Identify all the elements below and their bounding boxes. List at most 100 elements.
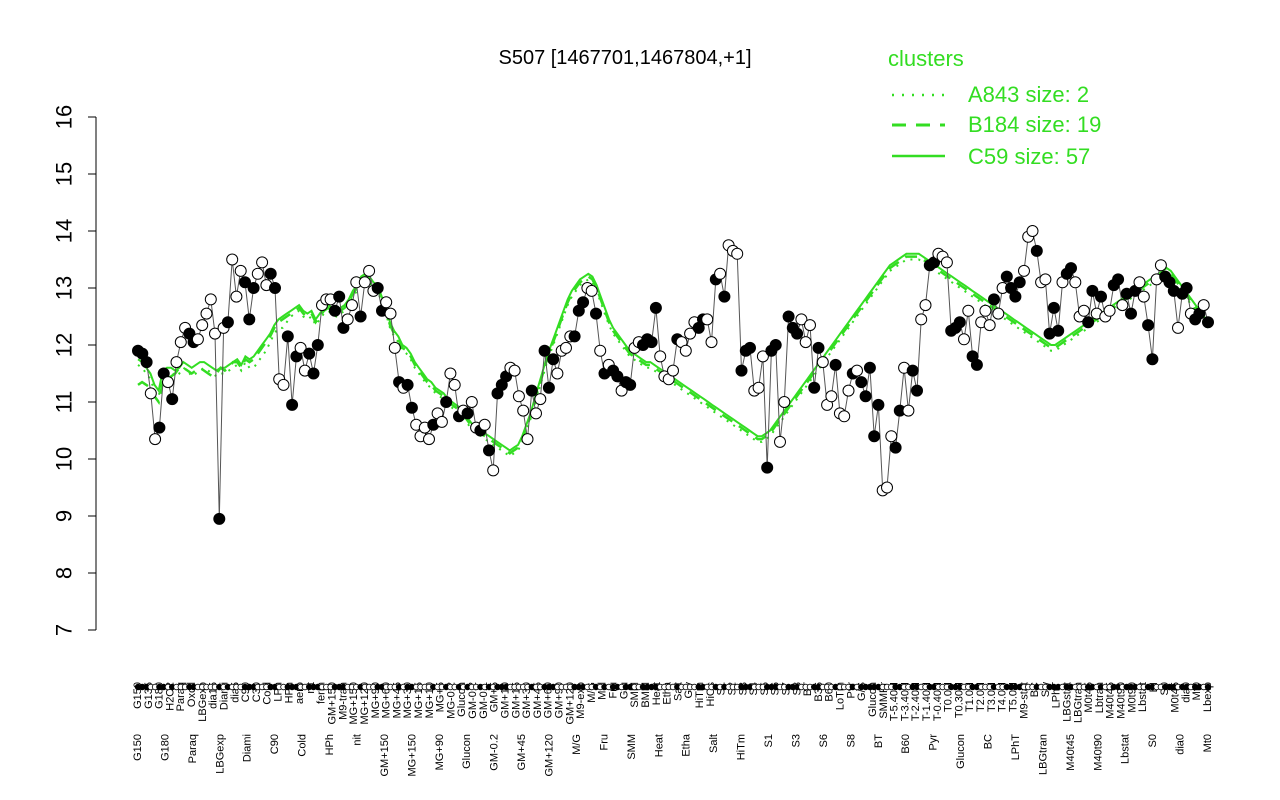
- x-tick-label-upper: MG+10: [424, 682, 436, 718]
- data-point: [714, 267, 727, 280]
- data-point: [731, 247, 744, 260]
- data-point: [542, 381, 555, 394]
- x-tick-label-upper: M9-stat: [1018, 682, 1030, 719]
- data-point: [461, 407, 474, 420]
- data-point: [799, 336, 812, 349]
- data-point: [251, 267, 264, 280]
- data-point: [277, 378, 290, 391]
- data-point: [1095, 290, 1107, 303]
- data-point: [983, 319, 996, 332]
- data-point: [247, 282, 260, 294]
- x-tick-label-lower: GM-0.2: [489, 734, 501, 771]
- data-point: [1026, 225, 1039, 237]
- y-tick-label: 9: [52, 510, 77, 522]
- data-point: [752, 381, 765, 394]
- data-point: [881, 481, 893, 494]
- data-point: [953, 316, 966, 329]
- data-point: [885, 430, 898, 443]
- x-tick-label-lower: Glucon: [955, 734, 967, 769]
- data-point: [1013, 276, 1026, 289]
- data-point: [1125, 307, 1137, 320]
- data-point: [1154, 259, 1167, 272]
- data-point: [808, 381, 821, 394]
- data-point: [842, 384, 855, 397]
- data-point: [209, 327, 221, 340]
- x-tick-label-upper: LBGstat: [1061, 682, 1073, 722]
- data-point: [196, 319, 209, 332]
- x-tick-label-lower: HiTm: [736, 734, 748, 760]
- x-tick-label-lower: S8: [845, 734, 857, 747]
- data-point: [1180, 282, 1193, 294]
- x-tick-label-upper: GM+60: [543, 682, 555, 718]
- data-point: [756, 350, 769, 363]
- data-point: [384, 307, 397, 320]
- data-point: [1086, 284, 1099, 297]
- x-tick-label-lower: Heat: [653, 734, 665, 757]
- data-point: [590, 307, 602, 320]
- data-point: [346, 299, 358, 312]
- data-point: [140, 356, 153, 369]
- data-point: [547, 353, 560, 366]
- data-point: [568, 330, 581, 343]
- y-tick-label: 14: [52, 219, 77, 243]
- data-point: [226, 253, 239, 266]
- data-point: [902, 404, 915, 417]
- x-tick-label-upper: MG+90: [370, 682, 382, 718]
- data-point: [1052, 324, 1065, 337]
- x-tick-label-lower: Etha: [681, 733, 693, 757]
- data-point: [778, 396, 791, 408]
- data-point: [705, 336, 718, 349]
- data-point: [264, 267, 277, 280]
- x-tick-label-lower: BC: [983, 734, 995, 749]
- x-tick-label-lower: GM+45: [516, 734, 528, 770]
- data-point: [388, 341, 401, 354]
- x-tick-label-lower: M/G: [571, 734, 583, 755]
- x-tick-label-upper: Glucon: [867, 682, 879, 717]
- x-tick-label-lower: SMM: [626, 734, 638, 760]
- data-point: [294, 341, 307, 354]
- data-point: [333, 290, 346, 303]
- x-tick-label-upper: MG+150: [348, 682, 360, 725]
- data-point: [311, 339, 324, 351]
- x-tick-label-upper: T-0.40H: [932, 682, 944, 721]
- x-tick-label-lower: MG+150: [406, 734, 418, 777]
- data-point: [153, 421, 166, 434]
- data-point: [256, 256, 269, 269]
- x-tick-label-upper: MG+120: [359, 682, 371, 725]
- y-tick-label: 12: [52, 333, 77, 357]
- x-tick-label-lower: BT: [873, 734, 885, 748]
- x-tick-label-lower: Glucon: [461, 734, 473, 769]
- data-point: [478, 418, 491, 431]
- data-point: [761, 461, 774, 474]
- x-tick-label-upper: Glucon: [456, 682, 468, 717]
- x-tick-label-lower: Paraq: [187, 734, 199, 763]
- data-point: [303, 347, 316, 360]
- data-point: [594, 344, 607, 357]
- data-point: [551, 367, 564, 380]
- x-tick-label-lower: B60: [900, 734, 912, 754]
- data-point: [915, 313, 928, 326]
- data-point: [1142, 319, 1155, 332]
- y-tick-label: 15: [52, 162, 77, 186]
- data-point: [684, 327, 697, 340]
- data-point: [530, 407, 542, 420]
- data-point: [239, 276, 251, 289]
- data-point: [611, 370, 624, 383]
- data-point: [281, 330, 294, 343]
- data-point: [521, 433, 534, 446]
- data-point: [1202, 316, 1214, 329]
- x-tick-label-upper: SMMPr: [878, 682, 890, 719]
- data-point: [649, 301, 662, 314]
- x-tick-label-lower: C90: [269, 734, 281, 754]
- x-tick-label-lower: LBGexp: [214, 734, 226, 774]
- data-point: [508, 364, 521, 377]
- x-tick-label-upper: T0.30H: [953, 682, 965, 718]
- data-point: [1047, 301, 1060, 314]
- data-point: [538, 344, 551, 357]
- data-point: [444, 367, 457, 380]
- x-tick-label-lower: LBGtran: [1037, 734, 1049, 775]
- data-point: [624, 378, 637, 391]
- x-tick-label-upper: T-5.40H: [889, 682, 901, 721]
- x-tick-label-lower: G150: [132, 734, 144, 761]
- data-point: [829, 358, 842, 371]
